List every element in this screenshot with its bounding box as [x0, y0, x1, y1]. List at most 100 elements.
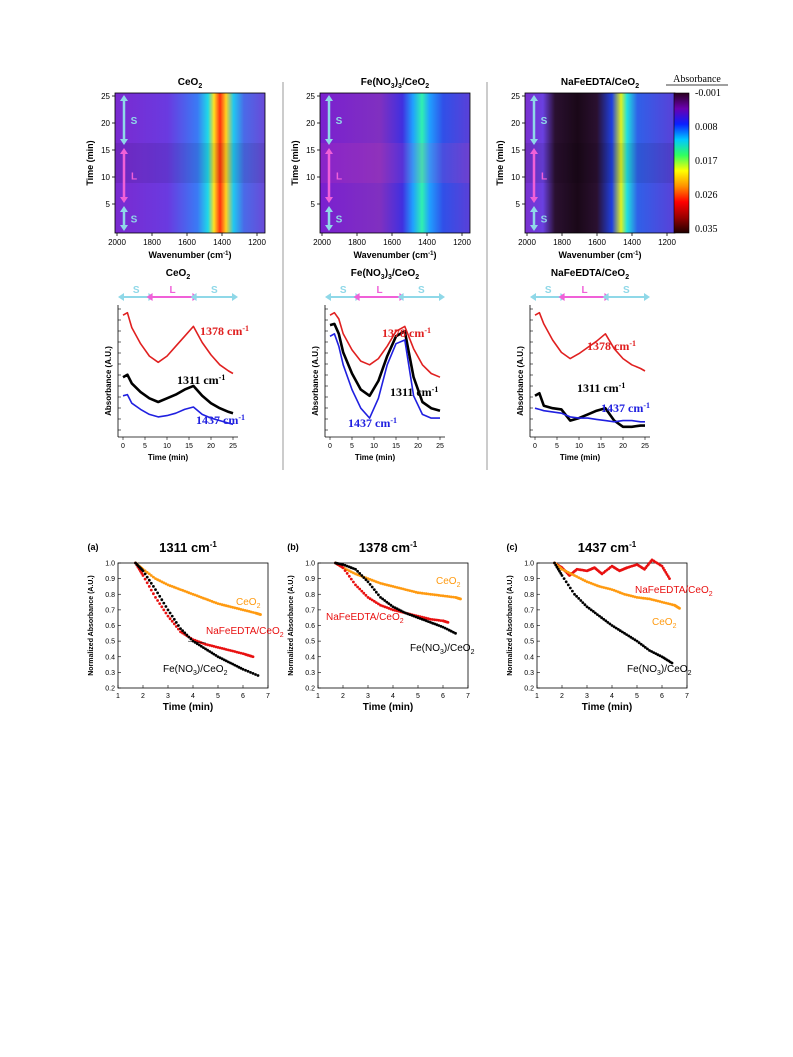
trace-x-tick-label: 10	[575, 443, 583, 450]
scatter-point	[424, 592, 428, 596]
scatter-point	[152, 585, 155, 588]
scatter-point	[418, 591, 422, 595]
trace-series-label: 1311 cm-1	[577, 381, 625, 395]
scatter-point	[224, 659, 228, 663]
heatmap-x-tick-label: 2000	[108, 238, 126, 247]
scatter-point	[606, 587, 610, 590]
trace-series-label-text: 1311 cm	[177, 373, 219, 387]
scatter-point	[443, 626, 447, 630]
phase-label: S	[541, 116, 548, 127]
scatter-point	[441, 625, 445, 629]
trace-chart: CeO2 S L S 0 5 10 15 20 25 Time (min) Absorbance (A…	[104, 268, 249, 462]
scatter-y-tick-label: 1.0	[305, 561, 315, 568]
phase-label: S	[541, 215, 548, 226]
scatter-y-tick-label: 1.0	[105, 561, 115, 568]
heatmap-shade	[115, 143, 265, 183]
scatter-x-tick-label: 5	[635, 693, 639, 700]
scatter-point	[354, 567, 357, 571]
scatter-point	[193, 638, 197, 642]
heatmap-title: CeO2	[178, 77, 203, 90]
series-label-sub: 2	[400, 618, 404, 625]
scatter-point	[385, 600, 389, 604]
scatter-point	[174, 586, 178, 590]
phase-arrow-head	[120, 139, 128, 145]
scatter-point	[149, 588, 153, 592]
phase-arrow-head	[530, 225, 538, 231]
scatter-point	[618, 591, 622, 595]
scatter-point	[429, 617, 432, 621]
scatter-x-tick-label: 2	[141, 693, 145, 700]
scatter-point	[227, 648, 230, 652]
scatter-point	[559, 572, 563, 575]
scatter-point	[608, 587, 612, 591]
scatter-point	[623, 592, 626, 596]
trace-x-tick-label: 5	[555, 443, 559, 450]
scatter-point	[374, 590, 378, 594]
scatter-y-tick-label: 0.6	[305, 623, 315, 630]
trace-x-label: Time (min)	[560, 453, 601, 462]
heatmap-x-tick-label: 1200	[658, 238, 676, 247]
scatter-point	[643, 646, 647, 649]
series-label-text: Fe(NO	[410, 643, 440, 654]
scatter-point	[145, 571, 149, 574]
trace-series-label-text: 1378 cm	[587, 339, 629, 353]
scatter-point	[449, 629, 453, 633]
scatter-point	[358, 574, 362, 577]
trace-x-tick-label: 20	[619, 443, 627, 450]
trace-series-line	[534, 407, 645, 423]
heatmap-x-tick-label: 1400	[213, 238, 231, 247]
heatmap-y-tick-label: 5	[106, 200, 111, 209]
trace-title: CeO2	[166, 268, 191, 281]
heatmap-title-sub: 2	[635, 83, 639, 90]
scatter-point	[583, 603, 587, 607]
scatter-point	[343, 563, 347, 567]
trace-series-label-text: 1437 cm	[348, 416, 390, 430]
colorbar-tick-label: -0.001	[695, 88, 721, 99]
scatter-point	[241, 608, 245, 612]
scatter-point	[154, 577, 157, 580]
trace-y-label: Absorbance (A.U.)	[516, 346, 525, 416]
scatter-y-tick-label: 0.3	[105, 670, 115, 677]
scatter-point	[660, 600, 664, 604]
scatter-point	[431, 621, 434, 625]
scatter-point	[343, 569, 347, 572]
scatter-point	[364, 593, 368, 597]
scatter-point	[587, 581, 591, 584]
scatter-point	[156, 578, 160, 582]
scatter-title-text: 1378 cm	[359, 540, 410, 555]
scatter-point	[368, 578, 372, 581]
scatter-point	[452, 595, 455, 599]
scatter-point	[214, 645, 218, 649]
series-label: NaFeEDTA/CeO2	[326, 612, 404, 625]
trace-series-label-sup: -1	[629, 339, 636, 348]
heatmap-y-tick-label: 10	[511, 173, 520, 182]
scatter-y-tick-label: 1.0	[524, 561, 534, 568]
scatter-point	[566, 583, 570, 587]
scatter-point	[581, 578, 585, 582]
phase-label: S	[623, 285, 630, 296]
trace-series-label-text: 1437 cm	[601, 401, 643, 415]
heatmap-x-label: Wavenumber (cm-1)	[148, 250, 231, 260]
phase-arrow-head	[325, 139, 333, 145]
scatter-point	[598, 585, 601, 588]
trace-series-line	[329, 332, 440, 419]
trace-series-label-sup: -1	[390, 416, 397, 425]
series-label-sub: 3	[193, 670, 197, 677]
heatmap-y-tick-label: 20	[101, 119, 110, 128]
scatter-point	[602, 617, 606, 621]
scatter-point	[251, 672, 255, 675]
scatter-point	[602, 586, 606, 589]
scatter-point	[233, 606, 237, 610]
phase-arrow-head	[146, 293, 153, 301]
scatter-point	[625, 593, 628, 597]
scatter-point	[433, 622, 437, 626]
scatter-point	[208, 599, 212, 602]
phase-arrow-head	[530, 293, 536, 301]
heatmap-title: Fe(NO3)3/CeO2	[361, 77, 430, 90]
phase-arrow-head	[602, 293, 609, 301]
scatter-y-tick-label: 0.2	[305, 686, 315, 693]
colorbar-title: Absorbance	[673, 74, 721, 85]
trace-title-text: )	[385, 268, 388, 279]
scatter-point	[372, 599, 376, 603]
